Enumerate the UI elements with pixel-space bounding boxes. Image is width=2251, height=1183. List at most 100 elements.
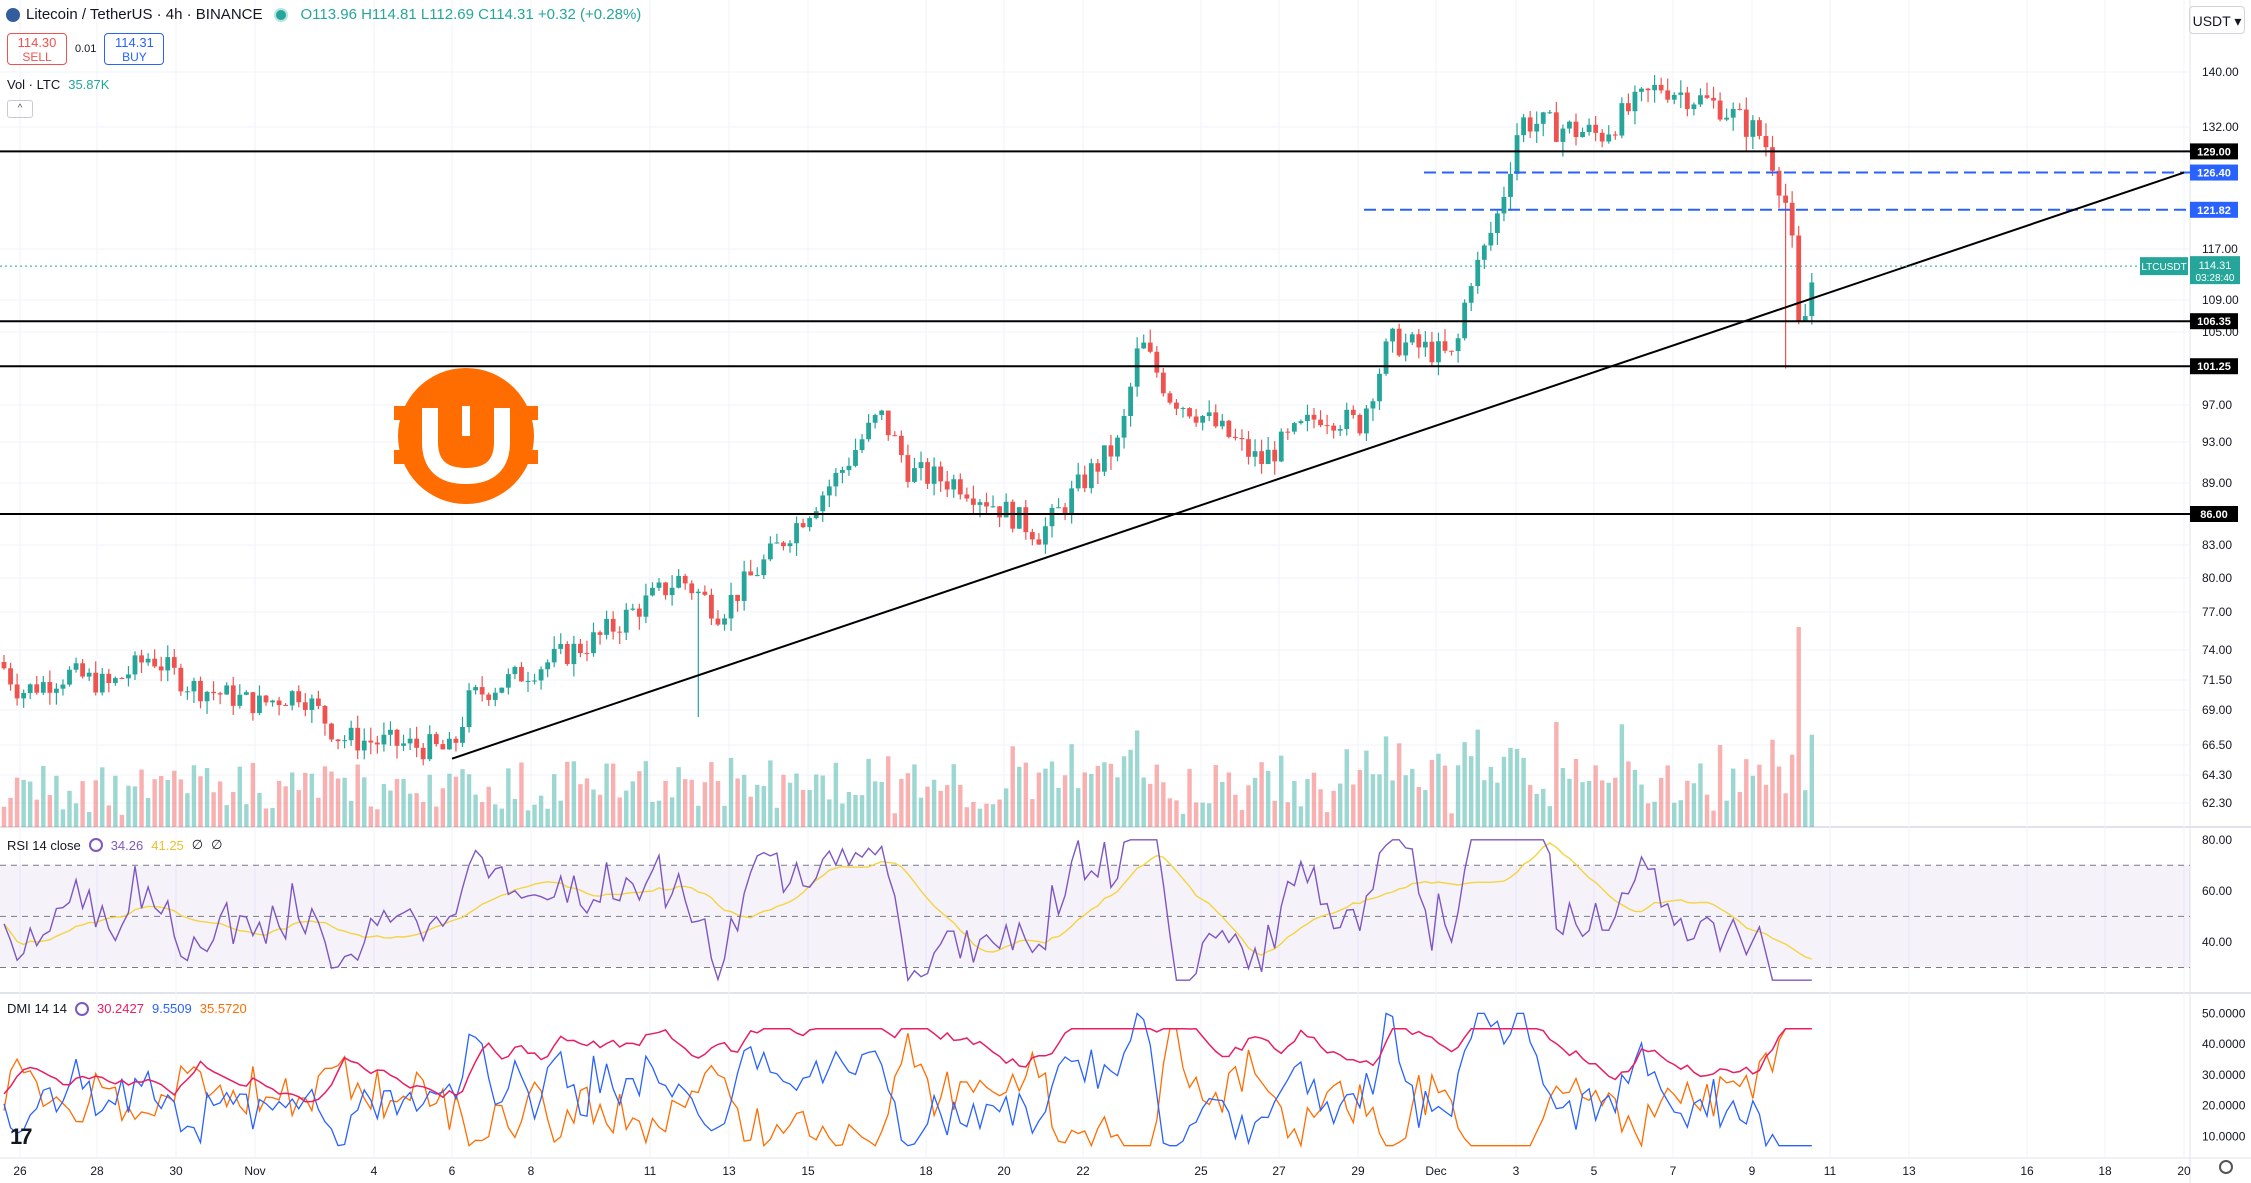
- volume-bar: [1600, 780, 1605, 827]
- candle-body: [1586, 124, 1592, 132]
- candle-body: [1069, 488, 1075, 514]
- candle-body: [1160, 372, 1166, 394]
- volume-bar: [1049, 761, 1055, 827]
- volume-bar: [407, 793, 413, 827]
- price-tick-label: 93.00: [2202, 435, 2232, 449]
- currency-selector[interactable]: USDT ▾: [2189, 6, 2245, 34]
- candle-body: [1075, 474, 1081, 489]
- volume-bar: [1357, 769, 1363, 827]
- candle-body: [787, 543, 793, 547]
- candle-body: [348, 727, 354, 741]
- volume-bar: [41, 766, 46, 827]
- time-tick-label: 15: [801, 1164, 815, 1178]
- volume-bar: [224, 805, 229, 827]
- candle-body: [702, 591, 708, 595]
- symbol-title[interactable]: Litecoin / TetherUS · 4h · BINANCE: [26, 6, 263, 23]
- eye-icon[interactable]: [74, 1001, 89, 1016]
- candle-body: [879, 410, 885, 415]
- buy-price: 114.31: [115, 35, 154, 50]
- candle-body: [1711, 97, 1716, 101]
- candle-body: [139, 655, 144, 663]
- candle-body: [1488, 232, 1494, 246]
- eye-icon[interactable]: [88, 838, 103, 852]
- candle-body: [1580, 131, 1585, 138]
- candle-body: [106, 673, 112, 684]
- volume-bar: [696, 805, 701, 827]
- candle-body: [846, 465, 852, 471]
- volume-bar: [925, 786, 930, 827]
- candle-body: [381, 734, 387, 745]
- candle-body: [1626, 103, 1631, 112]
- dmi-label[interactable]: DMI 14 14: [7, 1001, 67, 1016]
- volume-legend: Vol · LTC 35.87K: [7, 77, 109, 92]
- volume-bar: [106, 805, 111, 827]
- buy-button[interactable]: 114.31 BUY: [104, 33, 165, 65]
- volume-bar: [388, 790, 393, 827]
- candle-body: [1383, 341, 1389, 374]
- rsi-tick-label: 40.00: [2202, 935, 2232, 949]
- candle-body: [840, 470, 845, 473]
- volume-bar: [93, 780, 98, 827]
- volume-bar: [1658, 777, 1664, 827]
- countdown-label: 03:28:40: [2196, 273, 2235, 284]
- candle-body: [132, 655, 138, 675]
- candle-body: [578, 643, 583, 654]
- volume-bar: [1698, 763, 1703, 827]
- rsi-extra1: ∅: [191, 837, 204, 852]
- candle-body: [1167, 393, 1173, 403]
- volume-bar: [1639, 784, 1644, 827]
- volume-bar: [1305, 779, 1310, 827]
- candle-body: [604, 618, 609, 635]
- candle-body: [748, 571, 754, 576]
- volume-bar: [656, 800, 662, 827]
- volume-bar: [1645, 803, 1651, 827]
- volume-bar: [1108, 763, 1114, 827]
- candle-body: [689, 583, 695, 594]
- candle-body: [1573, 121, 1579, 138]
- volume-bar: [624, 790, 629, 827]
- candle-body: [1344, 409, 1350, 429]
- candle-body: [1750, 120, 1756, 137]
- candle-body: [957, 479, 963, 495]
- candle-body: [1390, 328, 1395, 342]
- volume-bar: [1672, 802, 1677, 827]
- volume-bar: [578, 784, 583, 827]
- candle-body: [800, 523, 806, 528]
- volume-bar: [1154, 764, 1159, 827]
- volume-bar: [34, 799, 39, 827]
- rsi-extra2: ∅: [211, 837, 223, 852]
- volume-label[interactable]: Vol · LTC: [7, 77, 61, 92]
- level-price-tag: [2190, 358, 2238, 375]
- volume-bar: [617, 797, 622, 827]
- volume-bar: [1036, 772, 1042, 827]
- collapse-legend-button[interactable]: ^: [7, 100, 33, 118]
- candle-body: [1108, 445, 1114, 457]
- volume-bar: [1069, 744, 1074, 827]
- candle-body: [1553, 112, 1559, 142]
- candle-body: [682, 575, 688, 584]
- price-tick-label: 132.00: [2202, 120, 2239, 134]
- time-tick-label: 7: [1670, 1164, 1677, 1178]
- candle-body: [211, 691, 216, 694]
- candle-body: [1560, 128, 1566, 142]
- candle-body: [99, 673, 105, 693]
- rsi-label[interactable]: RSI 14 close: [7, 837, 81, 853]
- candle-body: [1770, 147, 1775, 171]
- tradingview-logo-icon[interactable]: 17: [10, 1124, 33, 1149]
- sell-button[interactable]: 114.30 SELL: [7, 33, 67, 65]
- candle-body: [1128, 386, 1133, 417]
- candle-body: [1521, 117, 1526, 136]
- candle-body: [309, 698, 315, 710]
- volume-bar: [244, 804, 249, 827]
- candle-body: [656, 582, 662, 588]
- gear-icon[interactable]: [2219, 1160, 2233, 1174]
- volume-bar: [1796, 627, 1801, 827]
- volume-bar: [872, 781, 878, 827]
- volume-bar: [1449, 813, 1454, 827]
- candle-body: [1082, 474, 1088, 489]
- candle-body: [1023, 507, 1029, 533]
- candle-body: [1043, 526, 1048, 545]
- volume-bar: [270, 808, 275, 827]
- candle-body: [938, 466, 944, 482]
